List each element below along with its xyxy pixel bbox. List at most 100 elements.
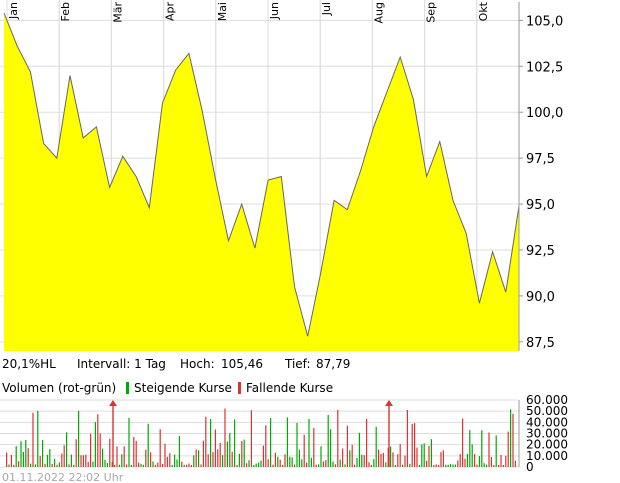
volume-bars bbox=[6, 400, 516, 467]
volume-bar bbox=[44, 463, 46, 467]
volume-bar bbox=[488, 432, 490, 467]
volume-bar bbox=[442, 450, 444, 467]
volume-bar bbox=[454, 464, 456, 467]
volume-bar bbox=[330, 429, 332, 467]
volume-bar bbox=[301, 459, 303, 467]
volume-bar bbox=[318, 464, 320, 467]
volume-tick-label: 0 bbox=[526, 460, 534, 474]
volume-bar bbox=[411, 423, 413, 467]
volume-bar bbox=[277, 456, 279, 467]
volume-bar bbox=[241, 441, 243, 467]
volume-tick-label: 30.000 bbox=[526, 427, 568, 441]
volume-bar bbox=[82, 455, 84, 467]
volume-bar bbox=[274, 452, 276, 467]
volume-bar bbox=[253, 465, 255, 467]
volume-bar bbox=[322, 461, 324, 467]
price-tick-label: 102,5 bbox=[526, 60, 563, 75]
volume-bar bbox=[109, 438, 111, 467]
volume-bar bbox=[174, 454, 176, 467]
volume-bar bbox=[121, 454, 123, 467]
volume-bar bbox=[450, 464, 452, 467]
volume-bar bbox=[294, 464, 296, 467]
interval-label: Intervall: 1 Tag bbox=[77, 357, 166, 371]
volume-bar bbox=[73, 464, 75, 467]
volume-bar bbox=[478, 456, 480, 467]
volume-bar bbox=[99, 433, 101, 467]
volume-bar bbox=[39, 456, 41, 467]
volume-bar bbox=[387, 447, 389, 467]
volume-bar bbox=[126, 464, 128, 467]
volume-bar bbox=[464, 458, 466, 467]
volume-bar bbox=[327, 415, 329, 467]
volume-bar bbox=[20, 441, 22, 467]
volume-bar bbox=[440, 452, 442, 467]
price-line bbox=[3, 12, 520, 337]
volume-bar bbox=[212, 452, 214, 467]
volume-bar bbox=[356, 458, 358, 467]
volume-bar bbox=[334, 464, 336, 467]
volume-bar bbox=[162, 463, 164, 467]
volume-bar bbox=[284, 454, 286, 467]
volume-bar bbox=[346, 425, 348, 467]
volume-bar bbox=[447, 464, 449, 467]
volume-bar bbox=[181, 461, 183, 467]
month-label: Okt bbox=[477, 1, 490, 21]
volume-bar bbox=[147, 423, 149, 467]
month-label: Jun bbox=[268, 2, 281, 20]
volume-tick-label: 50.000 bbox=[526, 404, 568, 418]
volume-bar bbox=[507, 431, 509, 467]
volume-tick-label: 40.000 bbox=[526, 415, 568, 429]
volume-bar bbox=[188, 463, 190, 467]
volume-bar bbox=[205, 416, 207, 467]
volume-bar bbox=[207, 454, 209, 467]
volume-bar bbox=[270, 418, 272, 467]
volume-bar bbox=[388, 404, 390, 467]
volume-bar bbox=[6, 452, 8, 467]
volume-bar bbox=[219, 442, 221, 467]
volume-bar bbox=[94, 422, 96, 467]
footer-timestamp: 01.11.2022 22:02 Uhr bbox=[2, 471, 124, 483]
volume-bar bbox=[514, 460, 516, 467]
volume-bar bbox=[22, 452, 24, 467]
volume-bar bbox=[51, 464, 53, 467]
volume-bar bbox=[409, 463, 411, 467]
volume-bar bbox=[378, 449, 380, 467]
volume-bar bbox=[37, 410, 39, 467]
range-label: 20,1%HL bbox=[2, 357, 56, 371]
volume-bar bbox=[130, 465, 132, 467]
volume-bar bbox=[404, 455, 406, 467]
volume-bar bbox=[46, 454, 48, 467]
month-label: Sep bbox=[425, 2, 438, 23]
volume-bar bbox=[498, 465, 500, 467]
volume-bar bbox=[133, 437, 135, 467]
legend-falling-swatch bbox=[238, 382, 241, 394]
volume-bar bbox=[390, 446, 392, 467]
volume-bar bbox=[373, 459, 375, 467]
volume-bar bbox=[152, 461, 154, 467]
volume-bar bbox=[106, 463, 108, 467]
price-tick-label: 92,5 bbox=[526, 244, 555, 259]
volume-bar bbox=[308, 418, 310, 467]
volume-bar bbox=[306, 462, 308, 467]
volume-bar bbox=[260, 460, 262, 467]
volume-bar bbox=[445, 464, 447, 467]
volume-tick-label: 10.000 bbox=[526, 449, 568, 463]
volume-bar bbox=[483, 463, 485, 467]
volume-bar bbox=[358, 432, 360, 467]
month-label: Jan bbox=[7, 2, 20, 20]
volume-bar bbox=[138, 462, 140, 467]
volume-overflow-arrow-icon bbox=[109, 400, 117, 406]
volume-bar bbox=[63, 445, 65, 467]
volume-bar bbox=[54, 459, 56, 467]
month-label: Mai bbox=[216, 2, 229, 21]
volume-bar bbox=[61, 453, 63, 467]
volume-bar bbox=[236, 464, 238, 467]
volume-bar bbox=[154, 464, 156, 467]
high-value: 105,46 bbox=[221, 357, 263, 371]
volume-bar bbox=[342, 448, 344, 467]
volume-bar bbox=[366, 418, 368, 467]
price-tick-label: 100,0 bbox=[526, 106, 563, 121]
volume-bar bbox=[128, 417, 130, 467]
volume-bar bbox=[78, 410, 80, 467]
